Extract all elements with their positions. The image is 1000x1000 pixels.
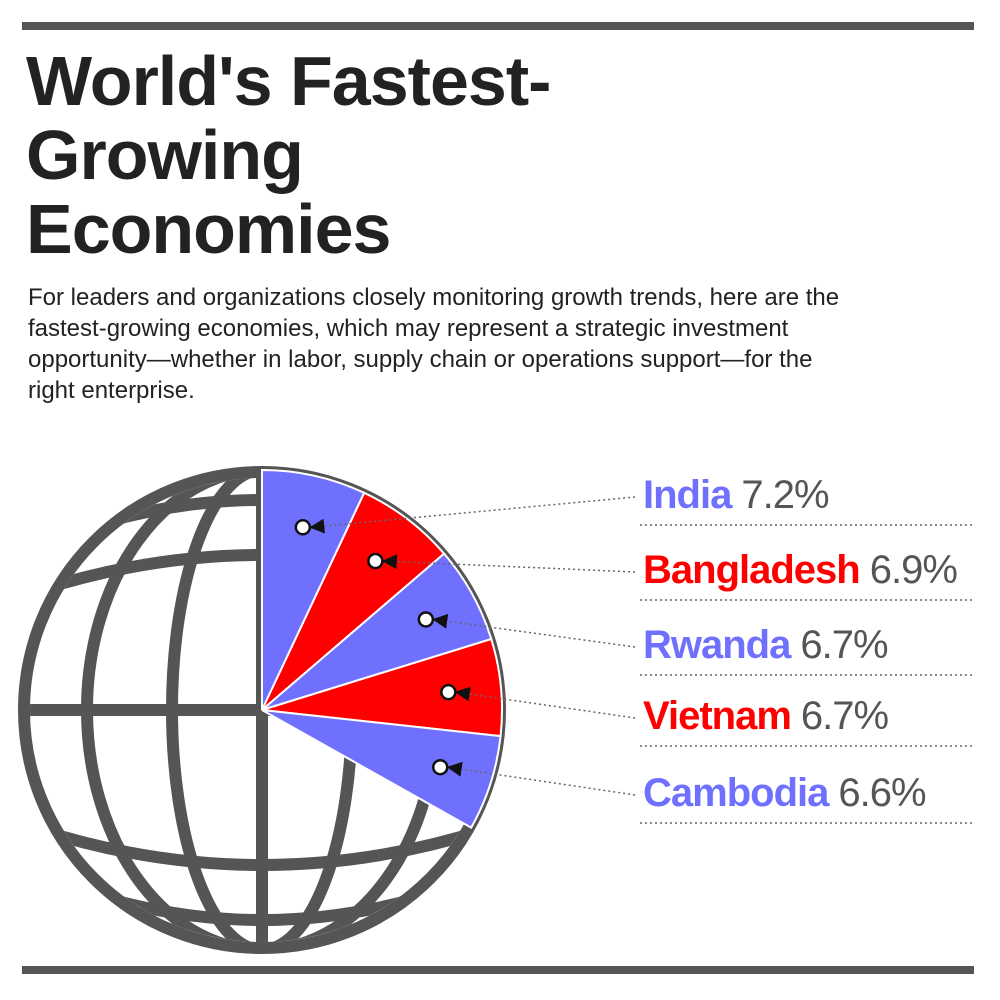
category-name: Rwanda [643,623,792,667]
category-name: Cambodia [643,771,830,815]
top-rule [22,22,974,30]
data-label: Cambodia 6.6% [643,771,926,815]
value-label: 7.2% [741,473,829,517]
data-label: India 7.2% [643,473,829,517]
leader-line [432,613,636,648]
data-label: Bangladesh 6.9% [643,548,957,592]
pie-wedge [261,468,366,711]
chart-subtitle: For leaders and organizations closely mo… [28,284,840,404]
leader-line [381,554,636,573]
leader-line [454,686,636,719]
pie-wedge [261,709,502,829]
value-label: 6.7% [800,623,888,667]
category-name: Bangladesh [643,548,860,592]
category-name: Vietnam [643,694,791,738]
data-label: Rwanda 6.7% [643,623,888,667]
marker-dot [417,611,435,628]
category-name: India [643,473,733,517]
marker-dot [431,758,449,776]
value-label: 6.9% [870,548,958,592]
leader-line [446,761,636,796]
chart-title: World's Fastest-Growing Economies [26,42,551,268]
value-label: 6.7% [801,694,889,738]
bottom-rule [22,966,974,974]
marker-dot [367,552,384,570]
value-label: 6.6% [838,771,926,815]
data-label: Vietnam 6.7% [643,694,888,738]
leader-line [309,496,636,534]
marker-dot [294,519,312,536]
marker-dot [440,683,457,701]
